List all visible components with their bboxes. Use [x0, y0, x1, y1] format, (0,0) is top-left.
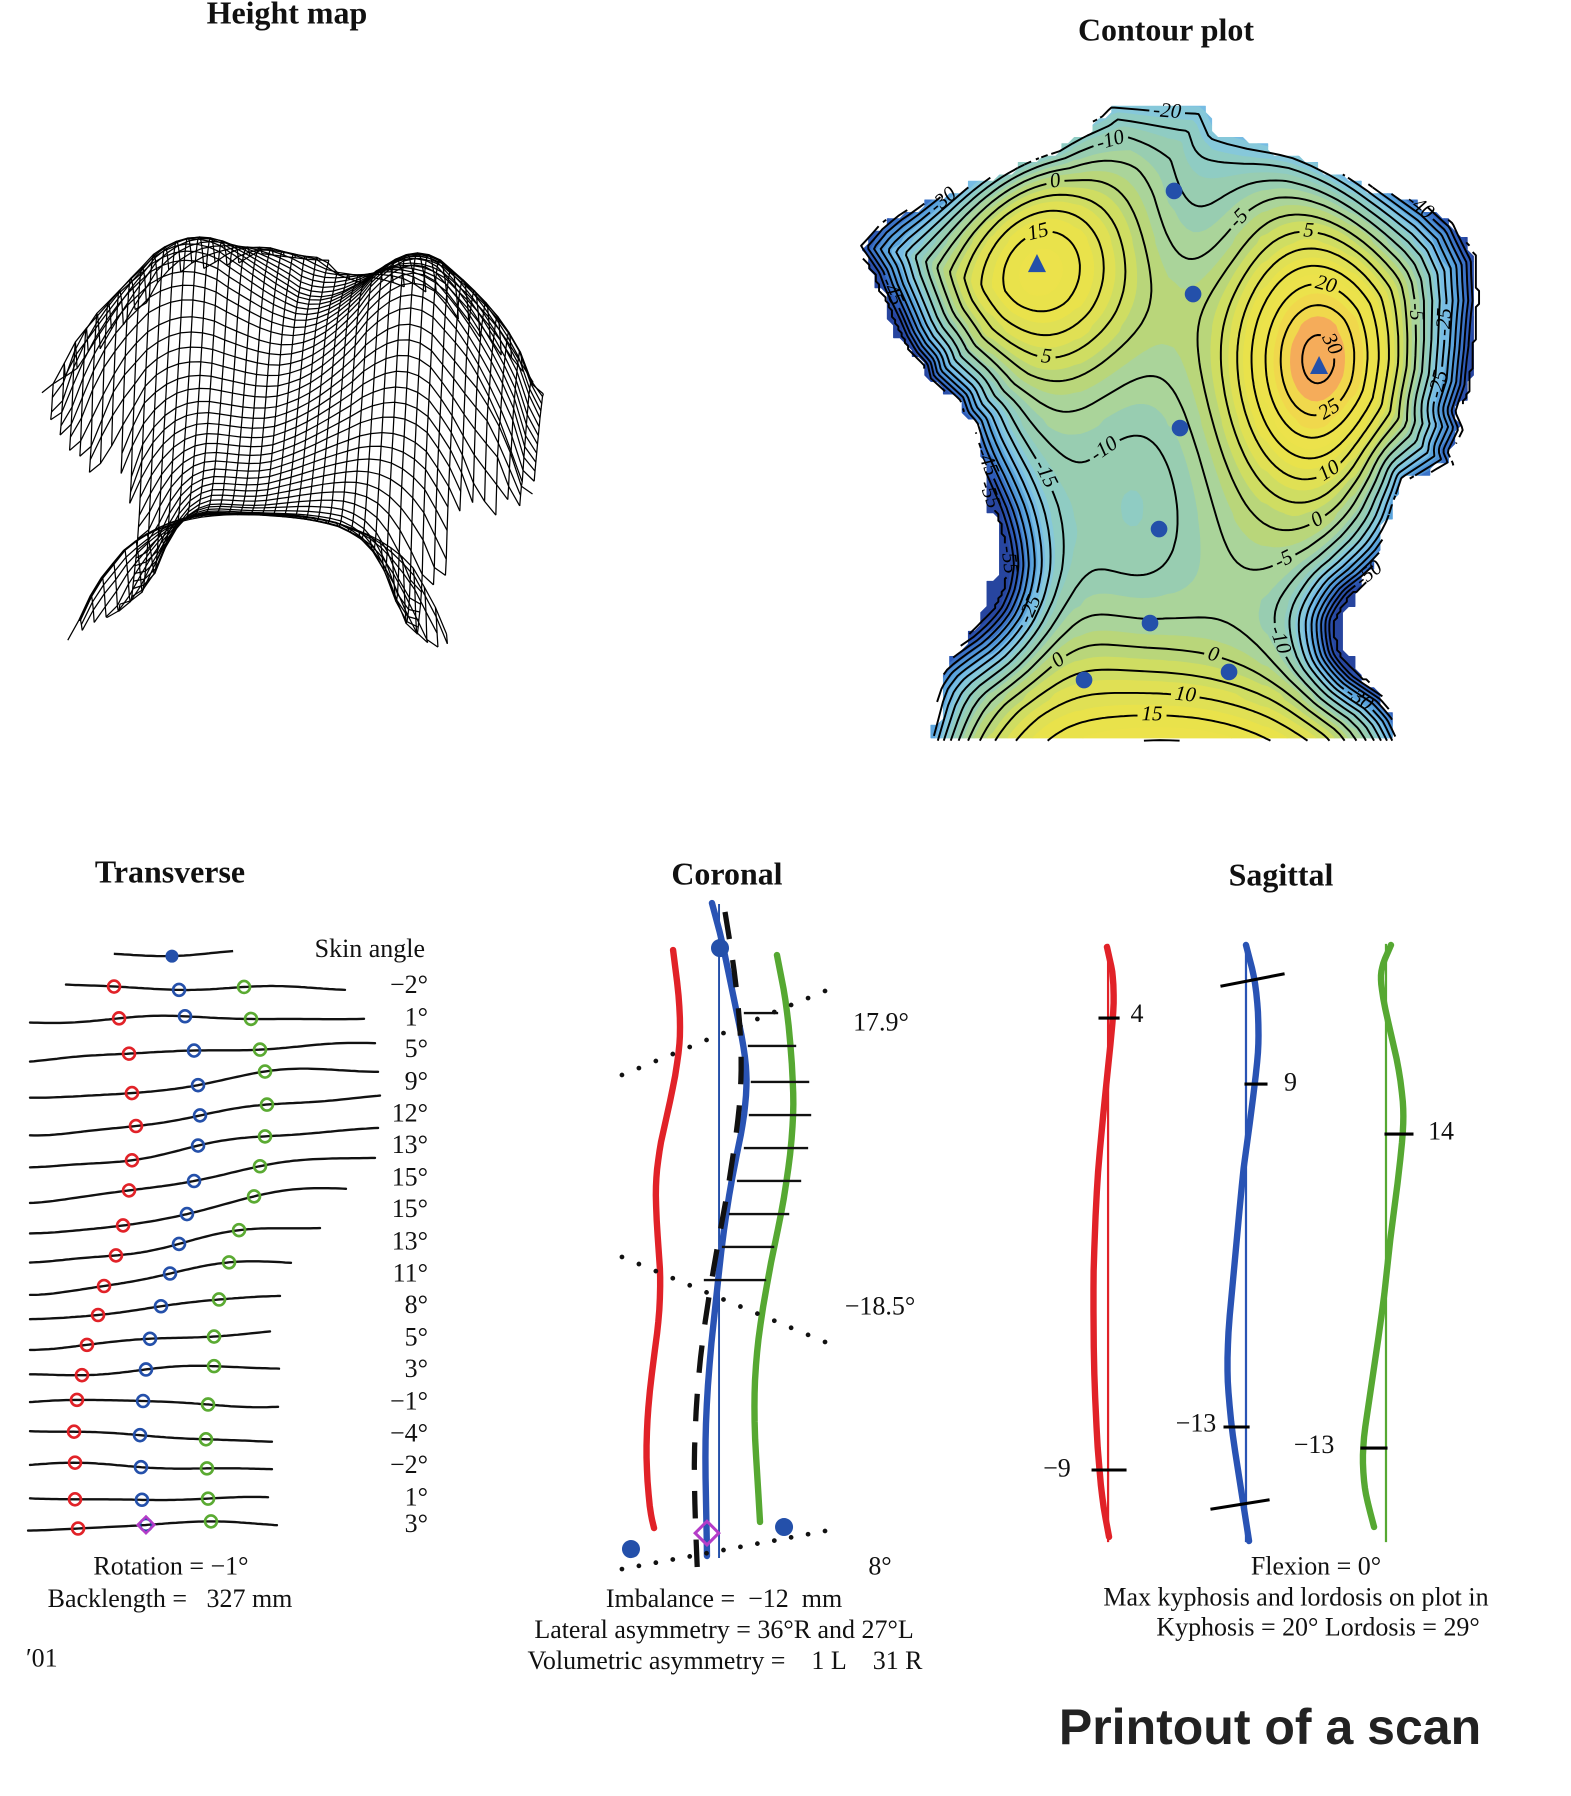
svg-text:9: 9	[1284, 1067, 1297, 1096]
svg-text:−9: −9	[1043, 1453, 1071, 1482]
svg-text:−13: −13	[1294, 1430, 1335, 1459]
svg-text:3°: 3°	[405, 1509, 428, 1538]
svg-text:4: 4	[1130, 999, 1143, 1028]
svg-text:11°: 11°	[393, 1258, 428, 1287]
svg-text:8°: 8°	[405, 1290, 428, 1319]
svg-text:5: 5	[1040, 343, 1053, 368]
svg-text:15°: 15°	[392, 1194, 428, 1223]
svg-text:Coronal: Coronal	[671, 857, 782, 892]
svg-text:′01: ′01	[26, 1643, 58, 1672]
svg-text:Volumetric asymmetry = 1 L: Volumetric asymmetry = 1 L 31 R	[528, 1646, 924, 1675]
svg-text:-20: -20	[1152, 97, 1182, 123]
svg-text:9°: 9°	[405, 1066, 428, 1095]
svg-text:−2°: −2°	[390, 1450, 428, 1479]
svg-text:Rotation = −1°: Rotation = −1°	[93, 1551, 248, 1580]
svg-text:17.9°: 17.9°	[853, 1007, 909, 1036]
svg-text:-25: -25	[1430, 307, 1455, 336]
svg-text:−18.5°: −18.5°	[845, 1291, 915, 1320]
svg-text:5°: 5°	[405, 1322, 428, 1351]
svg-text:Backlength = 327 mm: Backlength = 327 mm	[48, 1584, 293, 1613]
svg-text:5°: 5°	[405, 1034, 428, 1063]
svg-text:5: 5	[1303, 217, 1315, 242]
svg-text:−1°: −1°	[390, 1386, 428, 1415]
svg-text:−13: −13	[1176, 1408, 1217, 1437]
svg-text:13°: 13°	[392, 1226, 428, 1255]
svg-text:-5: -5	[1405, 303, 1430, 321]
svg-text:13°: 13°	[392, 1130, 428, 1159]
svg-text:Printout of a scan: Printout of a scan	[1059, 1699, 1481, 1755]
svg-text:10: 10	[1174, 681, 1198, 707]
svg-text:1°: 1°	[405, 1482, 428, 1511]
svg-text:Flexion = 0°: Flexion = 0°	[1251, 1551, 1381, 1580]
svg-text:Skin angle: Skin angle	[315, 934, 425, 963]
svg-text:1°: 1°	[405, 1002, 428, 1031]
svg-text:-55: -55	[996, 544, 1023, 575]
svg-text:Kyphosis = 20° Lordosis = 29°: Kyphosis = 20° Lordosis = 29°	[1156, 1612, 1479, 1641]
svg-text:8°: 8°	[868, 1551, 891, 1580]
svg-text:0: 0	[1048, 167, 1063, 192]
svg-text:Lateral asymmetry = 36°R and 2: Lateral asymmetry = 36°R and 27°L	[534, 1615, 913, 1644]
svg-text:−2°: −2°	[390, 970, 428, 999]
svg-text:Max kyphosis and lordosis on p: Max kyphosis and lordosis on plot in	[1103, 1582, 1488, 1611]
svg-text:Transverse: Transverse	[95, 855, 245, 890]
svg-text:Height map: Height map	[207, 0, 368, 31]
svg-text:14: 14	[1428, 1116, 1454, 1145]
svg-text:Imbalance = −12 mm: Imbalance = −12 mm	[606, 1584, 842, 1613]
svg-text:Contour plot: Contour plot	[1078, 13, 1254, 48]
svg-text:3°: 3°	[405, 1354, 428, 1383]
svg-text:−4°: −4°	[390, 1418, 428, 1447]
svg-text:12°: 12°	[392, 1098, 428, 1127]
svg-text:15°: 15°	[392, 1162, 428, 1191]
svg-text:Sagittal: Sagittal	[1229, 858, 1334, 893]
svg-text:15: 15	[1142, 701, 1163, 725]
